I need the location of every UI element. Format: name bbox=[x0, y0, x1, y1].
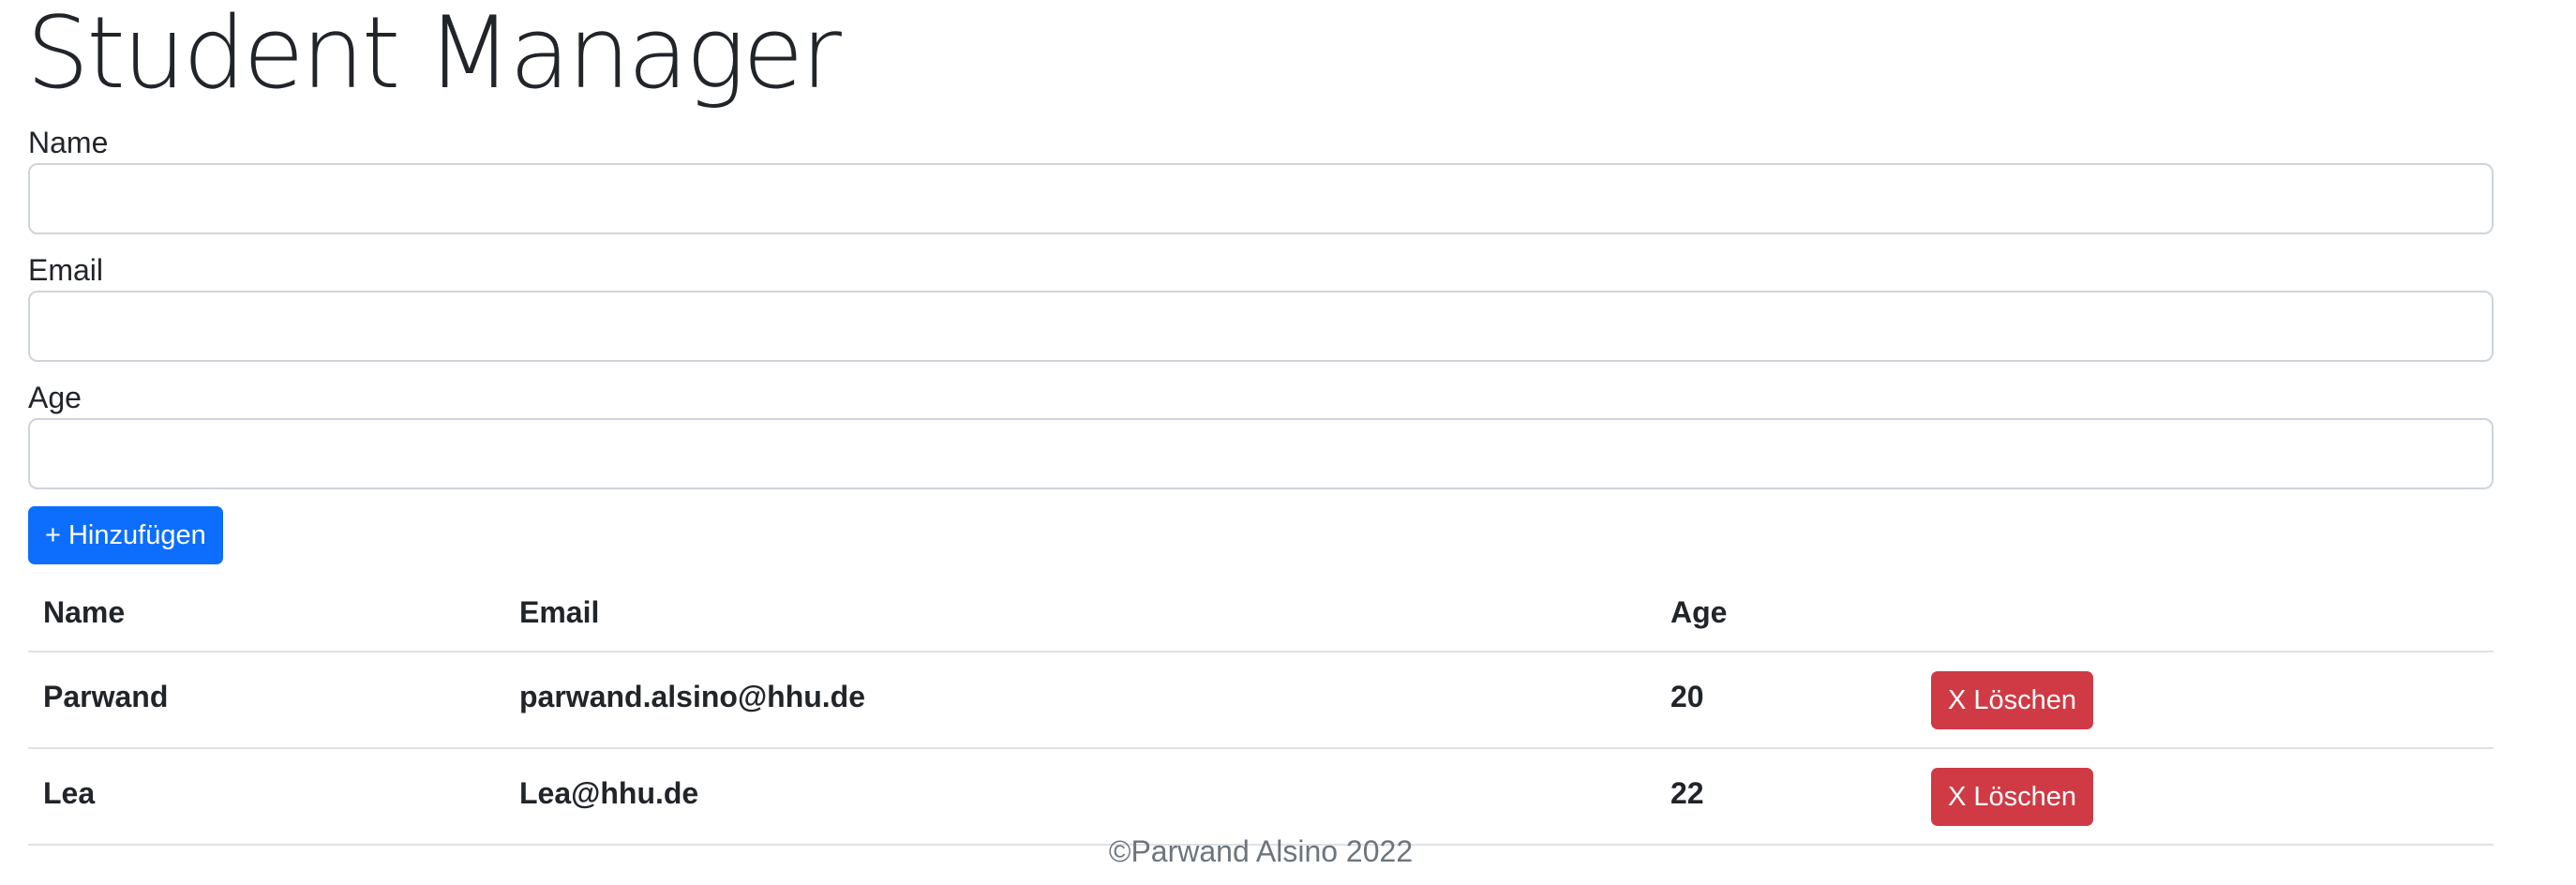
table-row: Parwand parwand.alsino@hhu.de 20 X Lösch… bbox=[28, 652, 2494, 749]
student-age-cell: 20 bbox=[1655, 652, 1916, 749]
add-student-button[interactable]: + Hinzufügen bbox=[28, 506, 223, 564]
age-label: Age bbox=[28, 381, 82, 414]
students-table: Name Email Age Parwand parwand.alsino@hh… bbox=[28, 574, 2494, 846]
main-container: Student Manager Name Email Age + Hinzufü… bbox=[26, 0, 2494, 846]
name-label: Name bbox=[28, 126, 109, 159]
column-header-name: Name bbox=[28, 574, 504, 652]
name-field-group: Name bbox=[28, 124, 2494, 234]
table-header: Name Email Age bbox=[28, 574, 2494, 652]
footer-copyright: ©Parwand Alsino 2022 bbox=[1108, 834, 1414, 868]
table-row: Lea Lea@hhu.de 22 X Löschen bbox=[28, 748, 2494, 846]
page-title: Student Manager bbox=[26, 0, 842, 111]
student-form: Name Email Age + Hinzufügen bbox=[28, 124, 2494, 564]
table-body: Parwand parwand.alsino@hhu.de 20 X Lösch… bbox=[28, 652, 2494, 846]
age-field-group: Age bbox=[28, 379, 2494, 489]
student-email-cell: Lea@hhu.de bbox=[504, 748, 1655, 846]
student-email-cell: parwand.alsino@hhu.de bbox=[504, 652, 1655, 749]
name-input[interactable] bbox=[28, 163, 2494, 234]
table-header-row: Name Email Age bbox=[28, 574, 2494, 652]
delete-student-button[interactable]: X Löschen bbox=[1931, 670, 2094, 729]
student-actions-cell: X Löschen bbox=[1916, 652, 2494, 749]
student-actions-cell: X Löschen bbox=[1916, 748, 2494, 846]
email-field-group: Email bbox=[28, 251, 2494, 362]
column-header-age: Age bbox=[1655, 574, 1916, 652]
age-input[interactable] bbox=[28, 418, 2494, 489]
student-age-cell: 22 bbox=[1655, 748, 1916, 846]
student-name-cell: Lea bbox=[28, 748, 504, 846]
student-name-cell: Parwand bbox=[28, 652, 504, 749]
column-header-actions bbox=[1916, 574, 2494, 652]
email-input[interactable] bbox=[28, 291, 2494, 362]
email-label: Email bbox=[28, 253, 104, 287]
delete-student-button[interactable]: X Löschen bbox=[1931, 767, 2094, 826]
column-header-email: Email bbox=[504, 574, 1655, 652]
